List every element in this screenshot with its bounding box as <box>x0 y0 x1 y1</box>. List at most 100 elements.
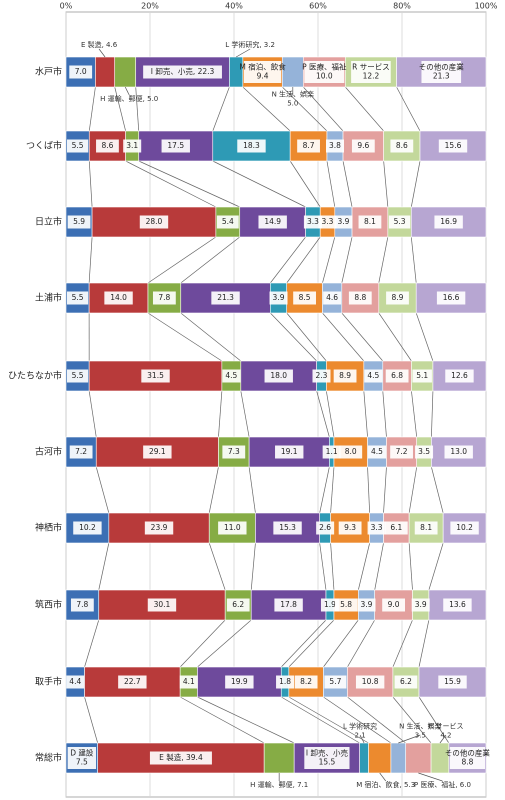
data-label-box <box>139 215 169 229</box>
data-label: その他の産業 8.8 <box>445 748 490 767</box>
bar-segment <box>281 56 304 88</box>
data-label-box <box>367 521 386 535</box>
series-connector-line <box>415 312 434 362</box>
data-label-box <box>144 521 174 535</box>
data-label-box <box>237 139 266 153</box>
category-label: 土浦市 <box>35 292 62 304</box>
data-label: 3.3 <box>322 217 334 226</box>
data-label-box <box>222 445 246 459</box>
series-connector-line <box>396 86 421 132</box>
series-connector-line <box>282 86 328 132</box>
data-label-box <box>364 369 383 383</box>
data-label-box <box>333 369 357 383</box>
x-tick-label: 20% <box>141 2 159 11</box>
series-connector-line <box>392 696 432 744</box>
series-connector-line <box>135 86 140 132</box>
series-connector-line <box>248 466 256 514</box>
data-label: M 宿泊、飲食 9.4 <box>239 62 286 81</box>
data-label: 18.3 <box>243 141 260 150</box>
callout-line <box>379 772 387 782</box>
bar-layer <box>65 56 487 774</box>
data-label: 17.5 <box>167 141 184 150</box>
series-connector-line <box>98 542 110 591</box>
series-connector-line <box>88 236 93 284</box>
series-connector-line <box>326 160 336 208</box>
data-label-box <box>273 521 302 535</box>
series-connector-line <box>392 619 413 668</box>
data-label-box <box>326 139 345 153</box>
data-label: 19.1 <box>281 447 298 456</box>
callout-line <box>398 734 421 744</box>
callout-label: N 生活、娯楽 5.0 <box>272 90 314 108</box>
data-label: 2.3 <box>316 371 328 380</box>
data-label: 6.2 <box>232 600 244 609</box>
data-label-box <box>411 598 430 612</box>
series-connector-line <box>212 160 306 208</box>
data-label: I 卸売、小売, 22.3 <box>151 66 215 76</box>
data-label-box <box>69 445 93 459</box>
series-connector-line <box>218 390 223 438</box>
data-label: 7.2 <box>396 447 408 456</box>
data-label: 3.3 <box>371 523 383 532</box>
data-label: 8.9 <box>339 371 351 380</box>
data-label-box <box>67 747 97 769</box>
series-connector-line <box>382 390 387 438</box>
data-label-box <box>303 215 322 229</box>
data-label-box <box>368 445 387 459</box>
category-label: 常総市 <box>35 752 62 764</box>
series-connector-line <box>319 466 330 514</box>
data-label-box <box>445 369 474 383</box>
data-label: 5.9 <box>73 217 85 226</box>
series-connector-line <box>323 619 359 668</box>
bar-segment <box>263 742 295 774</box>
series-connector-line <box>147 236 217 284</box>
series-connector-line <box>347 619 376 668</box>
data-label: I 卸売、小売 15.5 <box>306 748 349 767</box>
data-label-box <box>123 139 142 153</box>
series-connector-line <box>84 619 100 668</box>
data-label-box <box>141 369 170 383</box>
data-label-box <box>179 675 198 689</box>
data-label-box <box>104 291 133 305</box>
callout-line <box>235 48 251 58</box>
data-label: 4.6 <box>326 293 338 302</box>
callout-label: H 運輸、郵便, 7.1 <box>250 780 308 789</box>
connector-layer <box>84 86 450 744</box>
data-label-box <box>339 445 363 459</box>
data-label-box <box>414 521 438 535</box>
data-label-box <box>67 291 89 305</box>
data-label: 7.8 <box>76 600 88 609</box>
data-label: 4.1 <box>183 677 195 686</box>
data-label-box <box>222 369 241 383</box>
series-connector-line <box>84 696 99 744</box>
data-label-box <box>304 61 345 83</box>
data-label: 8.1 <box>420 523 432 532</box>
series-connector-line <box>411 390 418 438</box>
data-label: 14.0 <box>110 293 127 302</box>
series-connector-line <box>88 390 97 438</box>
category-label: 取手市 <box>35 676 62 688</box>
data-label: 7.3 <box>228 447 240 456</box>
category-label: 神栖市 <box>35 522 62 534</box>
data-label-box <box>96 139 119 153</box>
data-label: 4.5 <box>371 447 383 456</box>
bar-segment <box>91 206 217 238</box>
data-label-box <box>312 369 331 383</box>
data-label-box <box>412 369 432 383</box>
data-label: 3.9 <box>273 293 285 302</box>
x-tick-label: 100% <box>475 2 498 11</box>
series-connector-line <box>180 236 240 284</box>
series-connector-line <box>322 236 336 284</box>
series-connector-line <box>288 619 335 668</box>
data-label-box <box>450 521 479 535</box>
series-connector-line <box>383 160 389 208</box>
data-label-box <box>269 291 288 305</box>
data-label-box <box>66 675 85 689</box>
data-label: 6.2 <box>400 677 412 686</box>
series-connector-line <box>88 160 93 208</box>
data-label: 21.3 <box>217 293 234 302</box>
series-connector-line <box>303 86 344 132</box>
series-connector-line <box>95 466 110 514</box>
data-label-box <box>226 598 250 612</box>
